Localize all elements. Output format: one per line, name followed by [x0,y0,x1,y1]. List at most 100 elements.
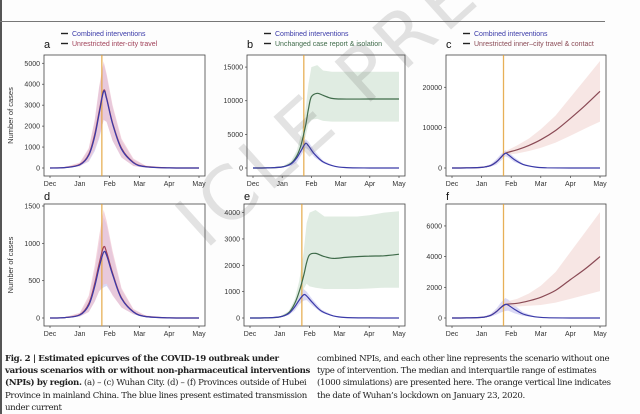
y-tick-label: 500 [28,278,40,285]
legend-label: Unrestricted inter-city travel [72,41,158,48]
y-tick-label: 5000 [227,132,243,139]
y-tick-label: 0 [438,166,442,173]
y-tick-label: 20000 [423,85,443,92]
iqr-band [50,209,199,318]
iqr-band [452,298,600,318]
y-tick-label: 2000 [224,263,240,270]
x-tick-label: Apr [164,181,176,188]
panel-d: 0 500 1000 1500 Dec Jan Feb Mar Apr May Number of … [6,191,206,338]
legend-label: Combined interventions [474,31,548,38]
legend-label: Unrestricted inner–city travel & contact [474,41,594,48]
panel-letter: d [44,191,50,203]
iqr-band [250,209,399,318]
panel-e: 0 1000 2000 3000 4000 Dec Jan Feb Mar Apr May e [224,191,406,338]
x-tick-label: Jan [74,331,85,338]
panel-letter: e [244,191,250,203]
iqr-band [253,139,399,168]
x-tick-label: Mar [133,331,146,338]
panel-letter: a [44,39,51,51]
x-tick-label: Feb [304,331,316,338]
y-tick-label: 2000 [426,285,442,292]
legend-label: Combined interventions [72,31,146,38]
y-tick-label: 10000 [423,125,443,132]
y-axis-label: Number of cases [6,236,15,293]
series-line [49,90,200,169]
series-line [252,142,399,169]
y-tick-label: 15000 [224,65,244,72]
x-tick-label: Apr [164,331,176,338]
y-tick-label: 0 [36,316,40,323]
x-tick-label: Apr [565,331,577,338]
caption-body-left: (a) – (c) Wuhan City. (d) – (f) Province… [5,378,307,413]
x-tick-label: Mar [133,181,146,188]
y-tick-label: 1000 [24,241,40,248]
x-tick-label: May [392,181,406,188]
x-tick-label: Feb [505,331,517,338]
x-tick-label: Apr [364,331,376,338]
top-divider [0,21,605,22]
iqr-band [452,150,600,168]
y-tick-label: 2000 [24,124,40,131]
panel-a: 0 1000 2000 3000 4000 5000 Dec Jan Feb Mar Apr May N… [6,31,206,188]
y-tick-label: 6000 [426,223,442,230]
caption-left: Fig. 2 | Estimated epicurves of the COVI… [5,353,310,414]
x-tick-label: Apr [364,181,376,188]
x-tick-label: Jan [476,181,487,188]
x-tick-label: Mar [535,181,548,188]
x-tick-label: May [593,181,607,188]
x-tick-label: May [593,331,607,338]
panel-c: 0 10000 20000 Dec Jan Feb Mar Apr May c Combined i… [423,31,608,188]
x-tick-label: Dec [44,181,57,188]
y-tick-label: 1500 [24,204,40,211]
x-tick-label: Dec [446,331,459,338]
x-tick-label: Jan [476,331,487,338]
x-tick-label: May [392,331,406,338]
iqr-band [253,65,399,168]
y-tick-label: 1000 [224,289,240,296]
x-tick-label: Dec [44,331,57,338]
y-tick-label: 0 [236,316,240,323]
x-tick-label: Mar [333,331,346,338]
panel-f: 0 2000 4000 6000 Dec Jan Feb Mar Apr May f [426,191,607,338]
x-tick-label: Mar [335,181,348,188]
panel-b: 0 5000 10000 15000 Dec Jan Feb Mar Apr May b Combin… [224,31,407,188]
y-tick-label: 3000 [224,236,240,243]
x-tick-label: Feb [104,181,116,188]
y-tick-label: 5000 [24,61,40,68]
y-tick-label: 4000 [224,210,240,217]
x-tick-label: Jan [277,181,288,188]
x-tick-label: Feb [305,181,317,188]
y-tick-label: 4000 [426,254,442,261]
y-tick-label: 4000 [24,82,40,89]
series-line [49,250,200,319]
series-line [249,293,400,319]
caption-right: combined NPIs, and each other line repre… [317,354,611,401]
y-tick-label: 10000 [224,98,244,105]
legend-label: Unchanged case report & isolation [275,41,382,48]
x-tick-label: May [192,331,206,338]
iqr-band [50,61,199,169]
x-tick-label: Mar [535,331,548,338]
y-tick-label: 1000 [24,145,40,152]
panel-letter: f [446,191,450,203]
x-tick-label: Jan [274,331,285,338]
x-tick-label: Dec [446,181,459,188]
x-tick-label: Dec [244,331,257,338]
panel-letter: c [446,39,452,51]
y-tick-label: 0 [36,166,40,173]
y-axis-label: Number of cases [6,87,15,144]
x-tick-label: Jan [74,181,85,188]
page-left-border [0,0,2,414]
iqr-band [452,212,600,318]
series-line [451,303,600,319]
legend-label: Combined interventions [275,31,349,38]
x-tick-label: Apr [565,181,577,188]
y-tick-label: 0 [438,316,442,323]
x-tick-label: Dec [247,181,260,188]
y-tick-label: 3000 [24,103,40,110]
y-tick-label: 0 [239,166,243,173]
x-tick-label: Feb [505,181,517,188]
caption-title: Fig. 2 | Estimated epicurves of the COVI… [5,354,311,389]
series-line [451,152,600,169]
